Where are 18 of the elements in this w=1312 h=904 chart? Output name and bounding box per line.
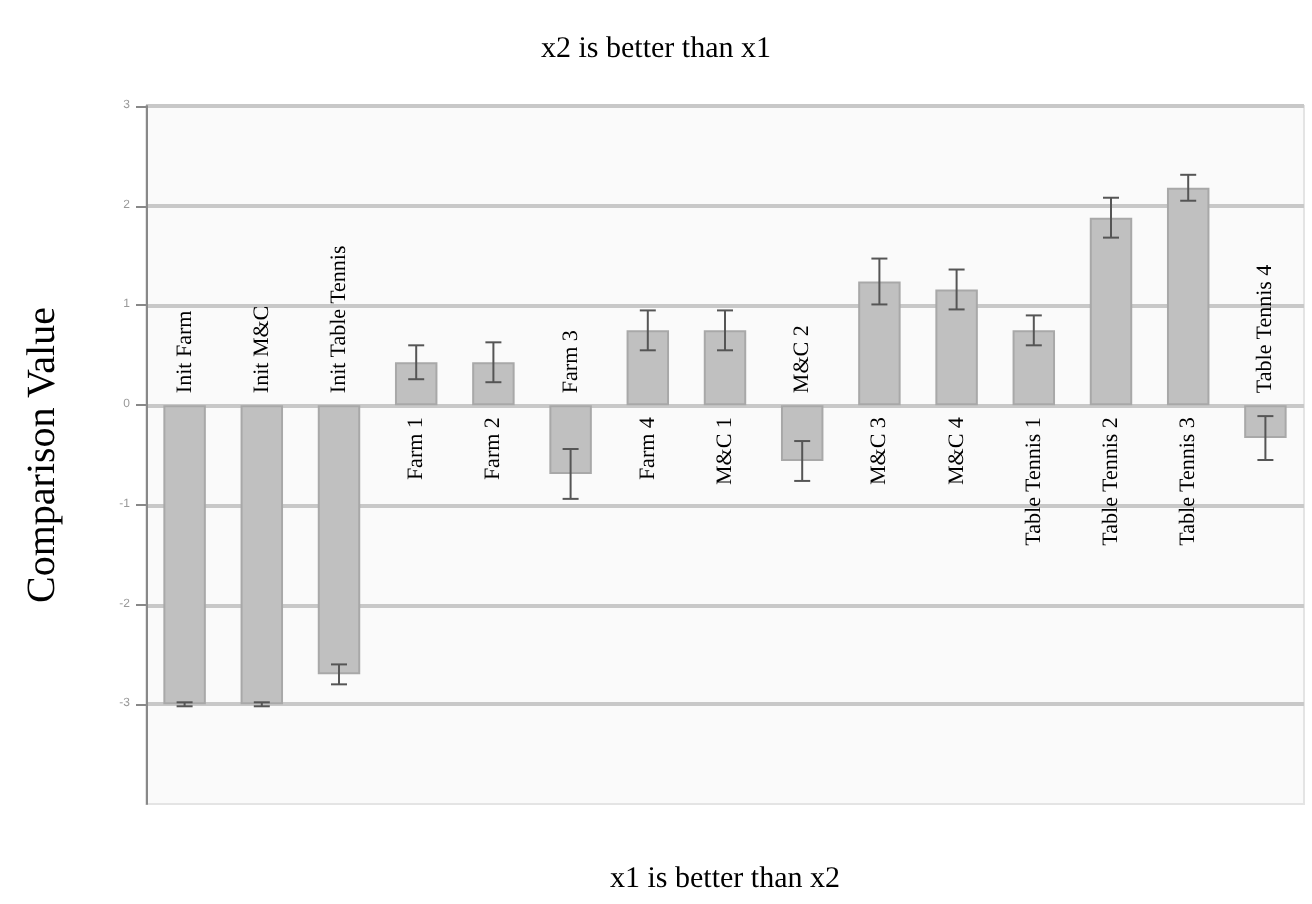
x-tick-label: Table Tennis 4	[1253, 263, 1278, 394]
x-tick-label: Farm 2	[481, 417, 506, 481]
y-axis-title: Comparison Value	[20, 306, 64, 603]
x-tick-label: Table Tennis 1	[1021, 417, 1046, 546]
x-tick-label: Table Tennis 2	[1099, 417, 1123, 546]
x-tick-label: M&C 3	[867, 416, 892, 486]
x-tick-label: Farm 4	[635, 416, 660, 481]
x-tick-label: M&C 4	[944, 416, 969, 486]
x-tick-label: Farm 1	[404, 417, 429, 481]
x-tick-label: Init Table Tennis	[327, 245, 351, 394]
x-tick-label: M&C 2	[790, 325, 815, 394]
x-tick-label: Farm 3	[558, 329, 583, 394]
x-tick-label: M&C 1	[713, 417, 737, 486]
chart-title: x2 is better than x1	[541, 33, 771, 65]
x-axis-title: x1 is better than x2	[610, 863, 840, 895]
x-tick-label: Table Tennis 3	[1176, 416, 1201, 546]
x-tick-label: Init Farm	[172, 309, 197, 394]
x-tick-label: Init M&C	[249, 305, 274, 394]
